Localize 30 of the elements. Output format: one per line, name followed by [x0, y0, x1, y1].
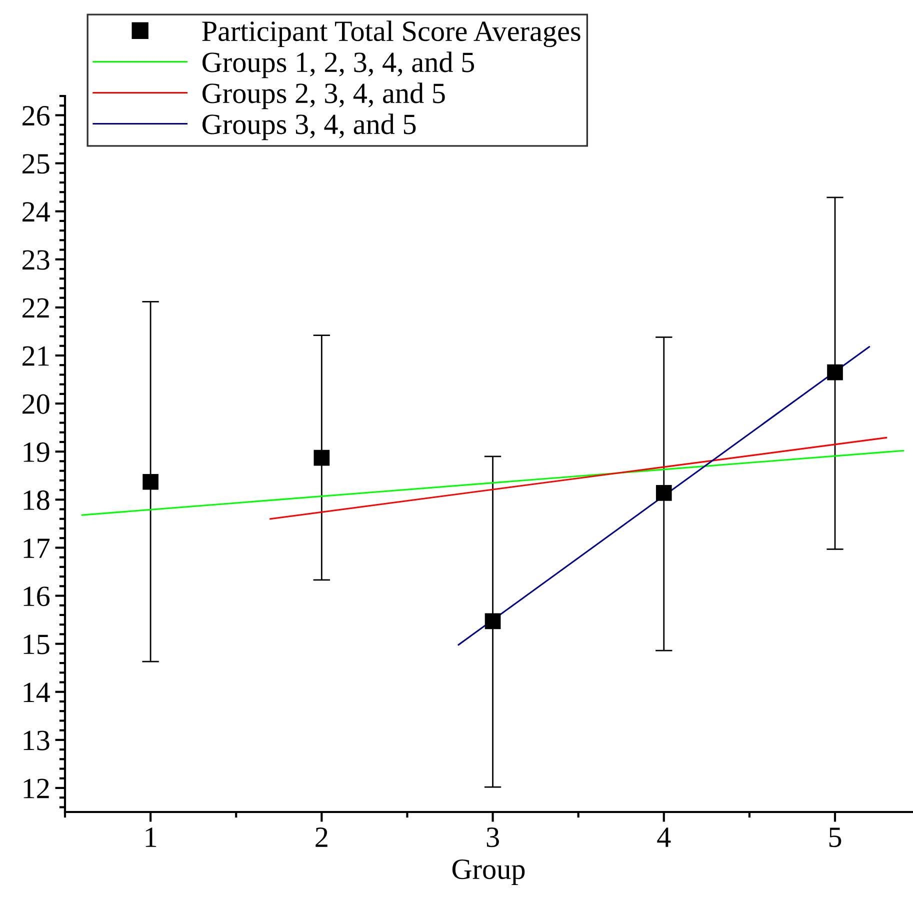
y-tick-label: 16 [24, 586, 50, 606]
y-tick-label: 26 [22, 106, 50, 126]
y-tick-label: 23 [22, 250, 50, 270]
x-tick-label: 4 [657, 828, 671, 847]
x-tick-label: 2 [316, 828, 328, 847]
y-tick-label: 17 [24, 538, 50, 558]
legend-label: Groups 3, 4, and 5 [202, 114, 416, 140]
y-tick-label: 15 [24, 634, 50, 654]
legend-label: Groups 2, 3, 4, and 5 [202, 82, 445, 110]
x-axis-title: Group [452, 860, 525, 886]
x-tick-label: 1 [146, 828, 156, 847]
y-tick-label: 13 [24, 730, 50, 750]
y-tick-label: 22 [22, 298, 49, 318]
point [142, 474, 158, 490]
point [656, 485, 672, 501]
y-tick-label: 12 [24, 778, 49, 798]
point [314, 450, 330, 466]
point [827, 364, 843, 380]
x-tick-label: 5 [829, 828, 842, 848]
y-tick-label: 25 [22, 154, 50, 174]
y-tick-label: 14 [24, 682, 50, 702]
y-tick-label: 19 [24, 442, 50, 462]
y-tick-label: 20 [22, 394, 50, 414]
y-tick-label: 24 [22, 202, 50, 222]
point [484, 613, 501, 630]
y-tick-label: 21 [22, 346, 49, 366]
legend-label: Groups 1, 2, 3, 4, and 5 [202, 52, 474, 78]
legend-label: Participant Total Score Averages [202, 20, 580, 48]
x-tick-label: 3 [486, 828, 499, 848]
y-tick-label: 18 [24, 490, 50, 510]
